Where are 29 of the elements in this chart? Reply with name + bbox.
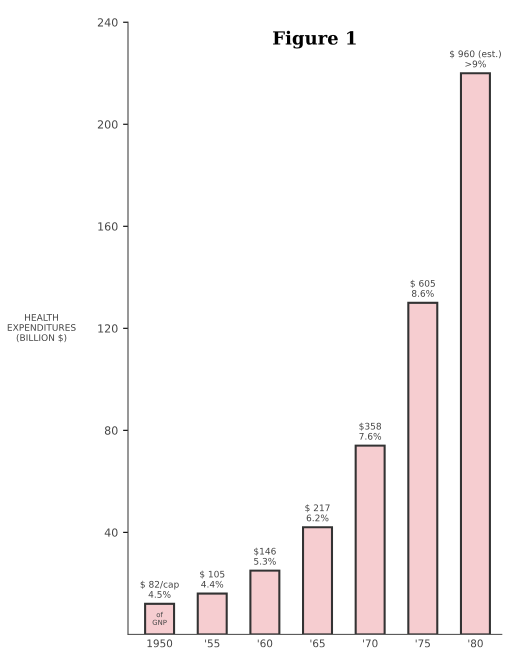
annotation: $ 960 (est.) >9% xyxy=(450,50,501,68)
x-tick-label: '60 xyxy=(258,639,272,648)
y-tick-label: 40 xyxy=(104,528,118,537)
annotation: $ 82/cap 4.5% xyxy=(140,580,179,598)
bar xyxy=(196,592,228,634)
bar xyxy=(249,570,280,634)
y-tick-label: 200 xyxy=(98,120,118,129)
chart-title: Figure 1 xyxy=(273,30,356,49)
y-tick-label: 120 xyxy=(98,324,118,333)
x-tick-label: '70 xyxy=(363,639,378,648)
x-tick-label: '75 xyxy=(416,640,430,648)
annotation: $358 7.6% xyxy=(359,422,382,440)
annotation: $ 605 8.6% xyxy=(410,280,435,297)
bar xyxy=(354,444,386,634)
y-axis-title: HEALTH EXPENDITURES (BILLION $) xyxy=(8,314,76,342)
y-tick-label: 160 xyxy=(98,222,118,231)
x-tick-label: 1950 xyxy=(147,639,172,648)
bar xyxy=(144,602,176,634)
annotation: $146 5.3% xyxy=(254,548,276,565)
annotation: $ 217 6.2% xyxy=(305,504,330,522)
x-tick-label: '65 xyxy=(310,639,325,648)
bar xyxy=(302,526,334,634)
y-tick-label: 80 xyxy=(104,426,118,435)
y-tick-label: 240 xyxy=(98,18,118,27)
bar xyxy=(460,72,491,634)
x-tick-label: '55 xyxy=(205,640,220,648)
bar xyxy=(407,302,438,634)
x-tick-label: '80 xyxy=(468,639,483,648)
annotation: $ 105 4.4% xyxy=(200,570,224,588)
